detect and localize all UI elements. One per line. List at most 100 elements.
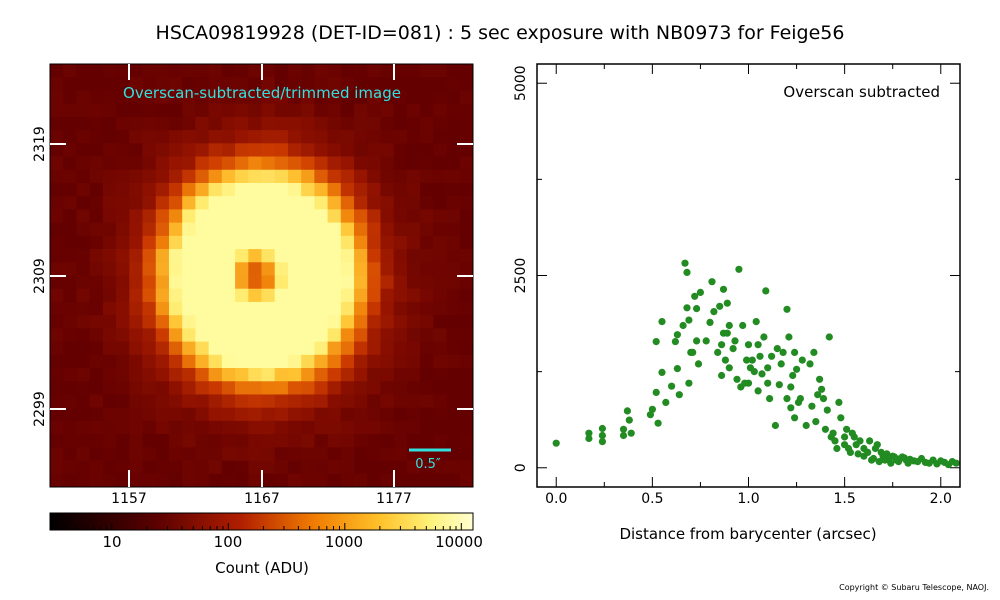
image-pixel [102, 473, 117, 488]
image-pixel [314, 420, 328, 435]
image-pixel [420, 460, 434, 475]
image-pixel [129, 235, 143, 250]
image-pixel [116, 77, 130, 91]
image-pixel [221, 315, 236, 329]
image-pixel [433, 368, 447, 382]
image-pixel [155, 381, 170, 395]
image-pixel [129, 420, 143, 435]
image-pixel [287, 275, 302, 290]
image-pixel [301, 420, 315, 435]
image-pixel [155, 222, 170, 237]
image-pixel [420, 288, 434, 303]
image-pixel [208, 222, 223, 237]
image-x-tick-label: 1167 [244, 491, 280, 507]
image-pixel [393, 262, 408, 276]
image-pixel [50, 196, 64, 210]
image-pixel [354, 182, 368, 197]
image-pixel [235, 116, 249, 131]
image-pixel [195, 473, 210, 488]
image-pixel [459, 354, 474, 369]
image-pixel [433, 103, 447, 118]
image-pixel [367, 447, 381, 461]
image-pixel [208, 381, 223, 395]
image-pixel [248, 209, 262, 224]
image-pixel [287, 447, 302, 461]
image-pixel [235, 328, 249, 342]
image-pixel [182, 368, 196, 382]
x-tick-label: 0.5 [641, 491, 663, 507]
image-pixel [327, 156, 342, 171]
radial-profile-chart: 0.0 0.5 1.0 1.5 2.0 0 2500 5000 Overscan subtra… [513, 63, 961, 543]
image-pixel [459, 209, 474, 224]
image-pixel [393, 143, 408, 157]
image-pixel [406, 288, 421, 303]
image-pixel [102, 249, 117, 263]
data-point [783, 305, 791, 313]
image-pixel [195, 156, 210, 171]
image-pixel [142, 90, 157, 105]
image-pixel [142, 103, 157, 118]
image-pixel [446, 460, 461, 475]
image-pixel [63, 301, 77, 316]
image-pixel [433, 130, 447, 144]
image-pixel [76, 301, 91, 316]
data-point [837, 414, 845, 422]
image-pixel [76, 368, 91, 382]
image-pixel [89, 143, 104, 157]
image-pixel [314, 182, 328, 197]
image-pixel [367, 103, 381, 118]
image-pixel [314, 116, 328, 131]
image-pixel [76, 103, 91, 118]
image-pixel [142, 116, 157, 131]
data-point [719, 285, 728, 293]
image-pixel [155, 156, 170, 171]
image-pixel [261, 394, 276, 409]
image-pixel [446, 420, 461, 435]
image-pixel [208, 447, 223, 461]
data-point [716, 302, 724, 310]
image-pixel [155, 341, 170, 356]
image-pixel [393, 209, 408, 224]
image-pixel [208, 64, 223, 78]
image-pixel [129, 447, 143, 461]
image-pixel [380, 103, 395, 118]
image-pixel [327, 394, 342, 409]
image-pixel [340, 288, 355, 303]
image-pixel [301, 182, 315, 197]
image-pixel [195, 103, 210, 118]
image-pixel [433, 262, 447, 276]
page-title: HSCA09819928 (DET-ID=081) : 5 sec exposu… [155, 22, 845, 44]
image-pixel [354, 275, 368, 290]
image-pixel [89, 262, 104, 276]
image-pixel [301, 90, 315, 105]
data-point [723, 329, 731, 337]
image-pixel [406, 77, 421, 91]
image-pixel [354, 473, 368, 488]
image-pixel [142, 341, 157, 356]
image-pixel [89, 116, 104, 131]
image-pixel [393, 64, 408, 78]
image-pixel [459, 275, 474, 290]
image-pixel [393, 116, 408, 131]
image-pixel [89, 249, 104, 263]
image-pixel [235, 262, 249, 276]
image-pixel [367, 235, 381, 250]
image-pixel [142, 473, 157, 488]
image-pixel [142, 222, 157, 237]
image-pixel [446, 328, 461, 342]
image-pixel [406, 381, 421, 395]
image-pixel [142, 143, 157, 157]
image-pixel [274, 249, 289, 263]
image-pixel [116, 368, 130, 382]
image-pixel [168, 222, 183, 237]
data-point [752, 318, 760, 326]
image-pixel [459, 434, 474, 448]
image-pixel [261, 460, 276, 475]
image-pixel [459, 460, 474, 475]
image-pixel [195, 169, 210, 184]
image-pixel [393, 222, 408, 237]
pixel-grid [50, 64, 474, 488]
image-pixel [380, 315, 395, 329]
data-point [789, 371, 797, 380]
image-pixel [287, 434, 302, 448]
